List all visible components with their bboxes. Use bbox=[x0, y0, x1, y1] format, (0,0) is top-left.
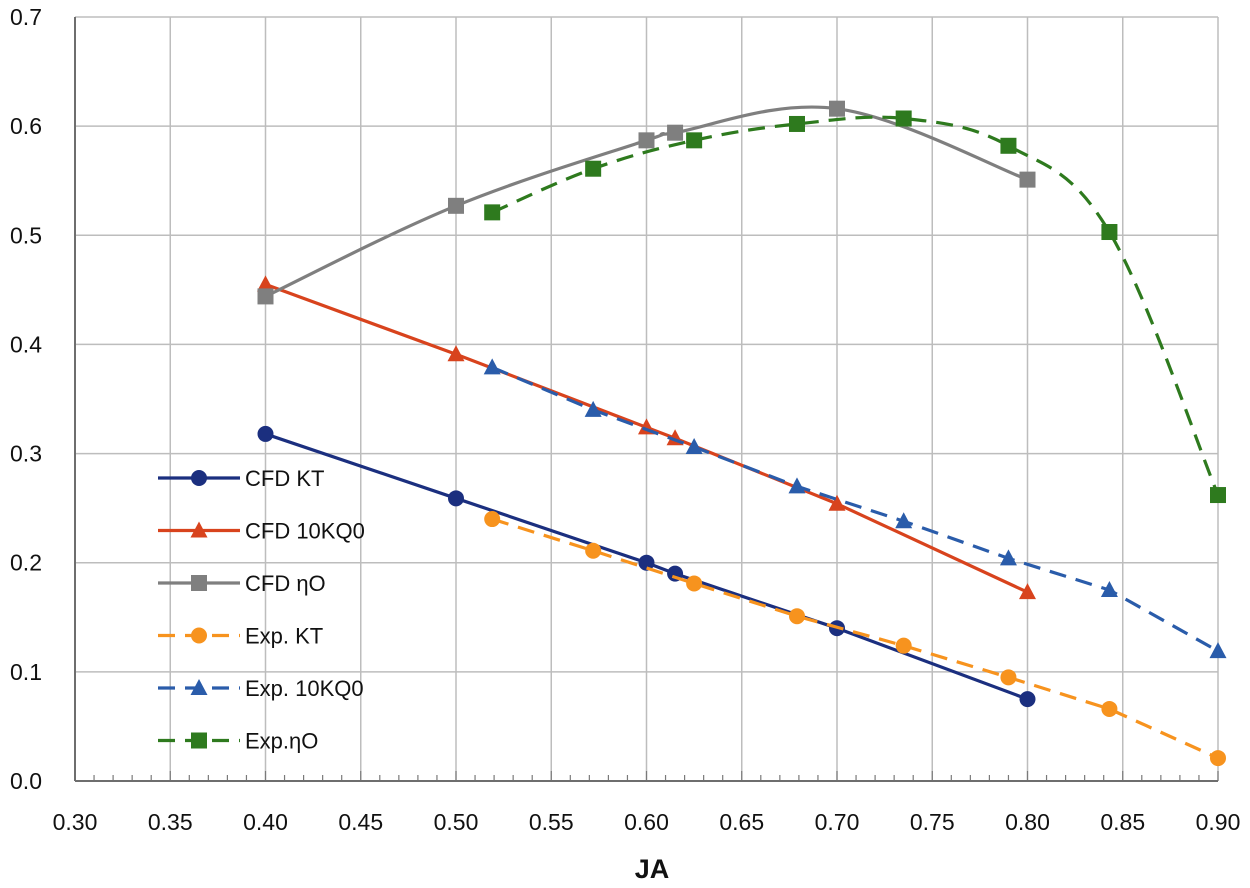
legend-label: CFD 10KQ0 bbox=[245, 519, 365, 544]
data-point bbox=[638, 132, 655, 149]
y-tick-label: 0.0 bbox=[10, 768, 42, 794]
data-point bbox=[484, 511, 501, 528]
legend-item-5: Exp.ηO bbox=[158, 729, 318, 754]
x-tick-label: 0.80 bbox=[1005, 809, 1050, 835]
x-tick-label: 0.55 bbox=[529, 809, 574, 835]
x-tick-label: 0.35 bbox=[148, 809, 193, 835]
legend-label: Exp.ηO bbox=[245, 729, 318, 754]
legend-item-2: CFD ηO bbox=[158, 571, 326, 596]
data-point bbox=[448, 197, 464, 214]
data-point bbox=[895, 110, 912, 127]
series-exp-kt-3 bbox=[484, 511, 1226, 767]
x-tick-label: 0.85 bbox=[1100, 809, 1145, 835]
data-point bbox=[585, 160, 602, 177]
data-point bbox=[828, 494, 846, 511]
legend-marker bbox=[190, 679, 208, 695]
data-point bbox=[1101, 224, 1118, 241]
y-tick-label: 0.1 bbox=[10, 659, 42, 685]
data-point bbox=[788, 608, 805, 625]
y-tick-label: 0.2 bbox=[10, 550, 42, 576]
data-point bbox=[257, 288, 274, 305]
data-point bbox=[584, 400, 602, 417]
data-point bbox=[1019, 171, 1036, 188]
data-point bbox=[788, 477, 806, 494]
y-tick-label: 0.7 bbox=[10, 4, 42, 30]
data-point bbox=[667, 124, 684, 141]
data-point bbox=[1019, 583, 1036, 600]
legend-item-4: Exp. 10KQ0 bbox=[158, 676, 364, 701]
legend-label: Exp. KT bbox=[245, 624, 323, 649]
data-point bbox=[1019, 691, 1036, 708]
x-tick-label: 0.90 bbox=[1196, 809, 1241, 835]
series-cfd-10kq0-1 bbox=[257, 275, 1036, 600]
data-point bbox=[1210, 750, 1226, 767]
series-line bbox=[491, 517, 1219, 760]
legend-item-1: CFD 10KQ0 bbox=[158, 519, 365, 544]
data-point bbox=[1000, 137, 1017, 154]
data-point bbox=[483, 358, 501, 375]
data-point bbox=[999, 549, 1017, 566]
y-tick-label: 0.4 bbox=[10, 331, 42, 357]
data-point bbox=[686, 575, 703, 592]
series-layer bbox=[257, 100, 1227, 767]
data-point bbox=[1210, 487, 1226, 504]
chart-legend: CFD KT CFD 10KQ0 CFD ηO Exp. KT Exp. 10KQ0 Ex… bbox=[158, 466, 365, 754]
series-cfd-o-2 bbox=[257, 100, 1036, 305]
x-tick-label: 0.50 bbox=[434, 809, 479, 835]
legend-item-0: CFD KT bbox=[158, 466, 324, 491]
series-exp-10kq0-4 bbox=[483, 358, 1227, 659]
series-exp-o-5 bbox=[484, 110, 1226, 504]
legend-label: CFD KT bbox=[245, 466, 324, 491]
y-tick-label: 0.3 bbox=[10, 441, 42, 467]
legend-marker bbox=[191, 575, 207, 591]
x-tick-label: 0.30 bbox=[53, 809, 98, 835]
x-tick-label: 0.60 bbox=[624, 809, 669, 835]
legend-item-3: Exp. KT bbox=[158, 624, 323, 649]
legend-marker bbox=[191, 732, 207, 749]
data-point bbox=[447, 345, 465, 362]
data-point bbox=[829, 100, 845, 117]
data-point bbox=[1209, 642, 1227, 659]
y-tick-label: 0.6 bbox=[10, 113, 42, 139]
data-point bbox=[895, 512, 913, 529]
legend-label: CFD ηO bbox=[245, 571, 326, 596]
data-point bbox=[585, 542, 602, 559]
legend-marker bbox=[191, 627, 207, 644]
data-point bbox=[788, 115, 805, 132]
series-line bbox=[491, 115, 1220, 496]
legend-marker bbox=[191, 470, 207, 486]
data-point bbox=[1100, 581, 1118, 597]
data-point bbox=[257, 425, 274, 442]
data-point bbox=[638, 554, 655, 571]
x-tick-label: 0.45 bbox=[338, 809, 383, 835]
series-line bbox=[491, 365, 1219, 653]
x-minor-ticks bbox=[74, 771, 1219, 781]
series-line bbox=[264, 105, 1029, 298]
series-line bbox=[264, 282, 1029, 594]
data-point bbox=[448, 490, 464, 507]
legend-label: Exp. 10KQ0 bbox=[245, 676, 364, 701]
data-point bbox=[1101, 700, 1118, 717]
data-point bbox=[685, 438, 703, 455]
y-tick-label: 0.5 bbox=[10, 222, 42, 248]
data-point bbox=[484, 204, 501, 221]
series-line bbox=[264, 432, 1029, 701]
data-point bbox=[895, 637, 912, 654]
data-point bbox=[686, 132, 703, 149]
chart-axes bbox=[74, 17, 1218, 782]
x-tick-label: 0.75 bbox=[910, 809, 955, 835]
x-tick-label: 0.70 bbox=[815, 809, 860, 835]
y-tick-labels: 0.0 0.1 0.2 0.3 0.4 0.5 0.6 0.7 bbox=[10, 4, 42, 794]
x-axis-title: JA bbox=[635, 854, 670, 884]
x-tick-labels: 0.30 0.35 0.40 0.45 0.50 0.55 0.60 0.65 0.70 0.75… bbox=[53, 809, 1241, 835]
legend-marker bbox=[190, 521, 208, 538]
x-tick-label: 0.40 bbox=[243, 809, 288, 835]
data-point bbox=[257, 275, 274, 292]
x-tick-label: 0.65 bbox=[719, 809, 764, 835]
chart-grid bbox=[74, 16, 1219, 782]
data-point bbox=[1000, 669, 1017, 686]
